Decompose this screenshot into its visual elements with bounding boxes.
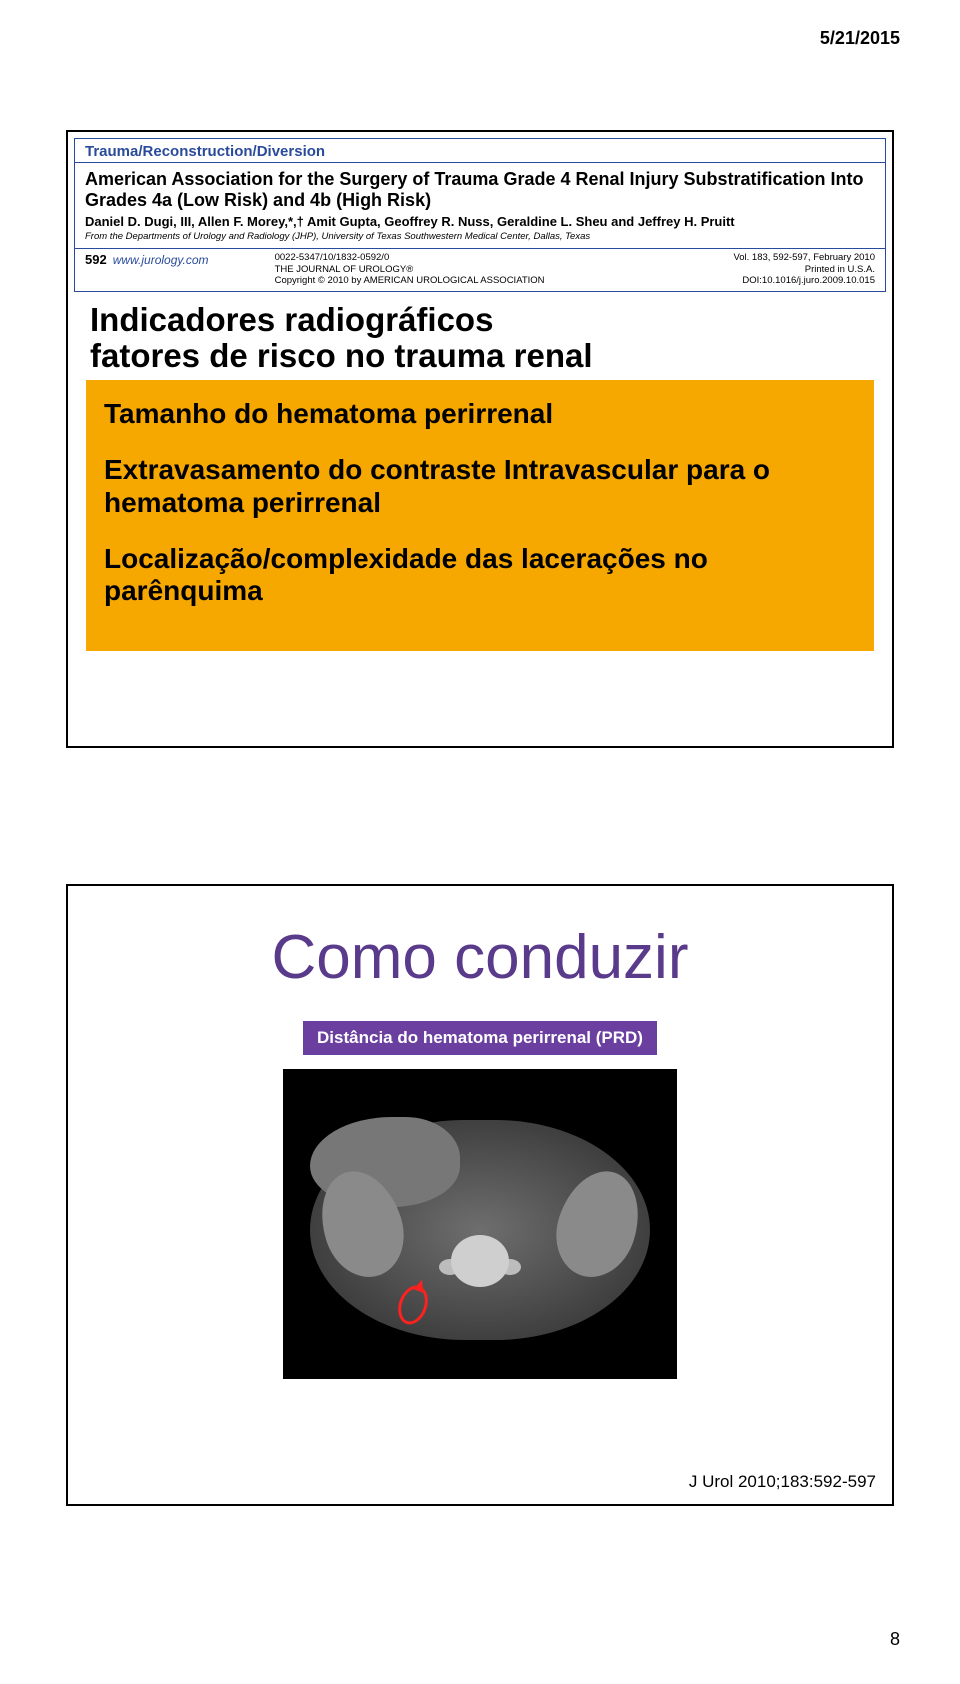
risk-indicator-1: Tamanho do hematoma perirrenal xyxy=(104,398,856,430)
slide2-reference: J Urol 2010;183:592-597 xyxy=(689,1472,876,1492)
page-number: 8 xyxy=(890,1629,900,1650)
citation-journal: THE JOURNAL OF UROLOGY® xyxy=(275,264,638,275)
slide1-heading-line1: Indicadores radiográficos xyxy=(90,302,892,338)
citation-article-title: American Association for the Surgery of … xyxy=(75,163,885,214)
slide2-content: Como conduzir Distância do hematoma peri… xyxy=(68,886,892,1379)
page-date: 5/21/2015 xyxy=(820,28,900,49)
slide1-heading: Indicadores radiográficos fatores de ris… xyxy=(68,292,892,381)
citation-footer-mid: 0022-5347/10/1832-0592/0 THE JOURNAL OF … xyxy=(275,252,638,286)
citation-footer: 592 www.jurology.com 0022-5347/10/1832-0… xyxy=(75,248,885,290)
citation-doi: DOI:10.1016/j.juro.2009.10.015 xyxy=(638,275,875,286)
citation-footer-left: 592 www.jurology.com xyxy=(85,252,275,267)
prd-badge: Distância do hematoma perirrenal (PRD) xyxy=(303,1021,657,1055)
citation-section-label: Trauma/Reconstruction/Diversion xyxy=(75,139,885,163)
risk-indicator-2: Extravasamento do contraste Intravascula… xyxy=(104,454,856,518)
citation-issn: 0022-5347/10/1832-0592/0 xyxy=(275,252,638,263)
citation-affiliation: From the Departments of Urology and Radi… xyxy=(75,231,885,248)
slide1-body-panel: Tamanho do hematoma perirrenal Extravasa… xyxy=(86,380,874,651)
slide-1: Trauma/Reconstruction/Diversion American… xyxy=(66,130,894,748)
citation-footer-right: Vol. 183, 592-597, February 2010 Printed… xyxy=(638,252,875,286)
citation-page-number: 592 xyxy=(85,252,107,267)
slide2-title: Como conduzir xyxy=(272,922,689,993)
slide1-heading-line2: fatores de risco no trauma renal xyxy=(90,338,892,374)
citation-authors: Daniel D. Dugi, III, Allen F. Morey,*,† … xyxy=(75,214,885,231)
citation-printed-in: Printed in U.S.A. xyxy=(638,264,875,275)
ct-vertebra-shape xyxy=(451,1235,509,1287)
slide-2: Como conduzir Distância do hematoma peri… xyxy=(66,884,894,1506)
citation-journal-url: www.jurology.com xyxy=(113,253,209,267)
risk-indicator-3: Localização/complexidade das lacerações … xyxy=(104,543,856,607)
citation-copyright: Copyright © 2010 by AMERICAN UROLOGICAL … xyxy=(275,275,638,286)
journal-citation-box: Trauma/Reconstruction/Diversion American… xyxy=(74,138,886,292)
ct-scan-figure xyxy=(283,1069,677,1379)
citation-volume-date: Vol. 183, 592-597, February 2010 xyxy=(638,252,875,263)
